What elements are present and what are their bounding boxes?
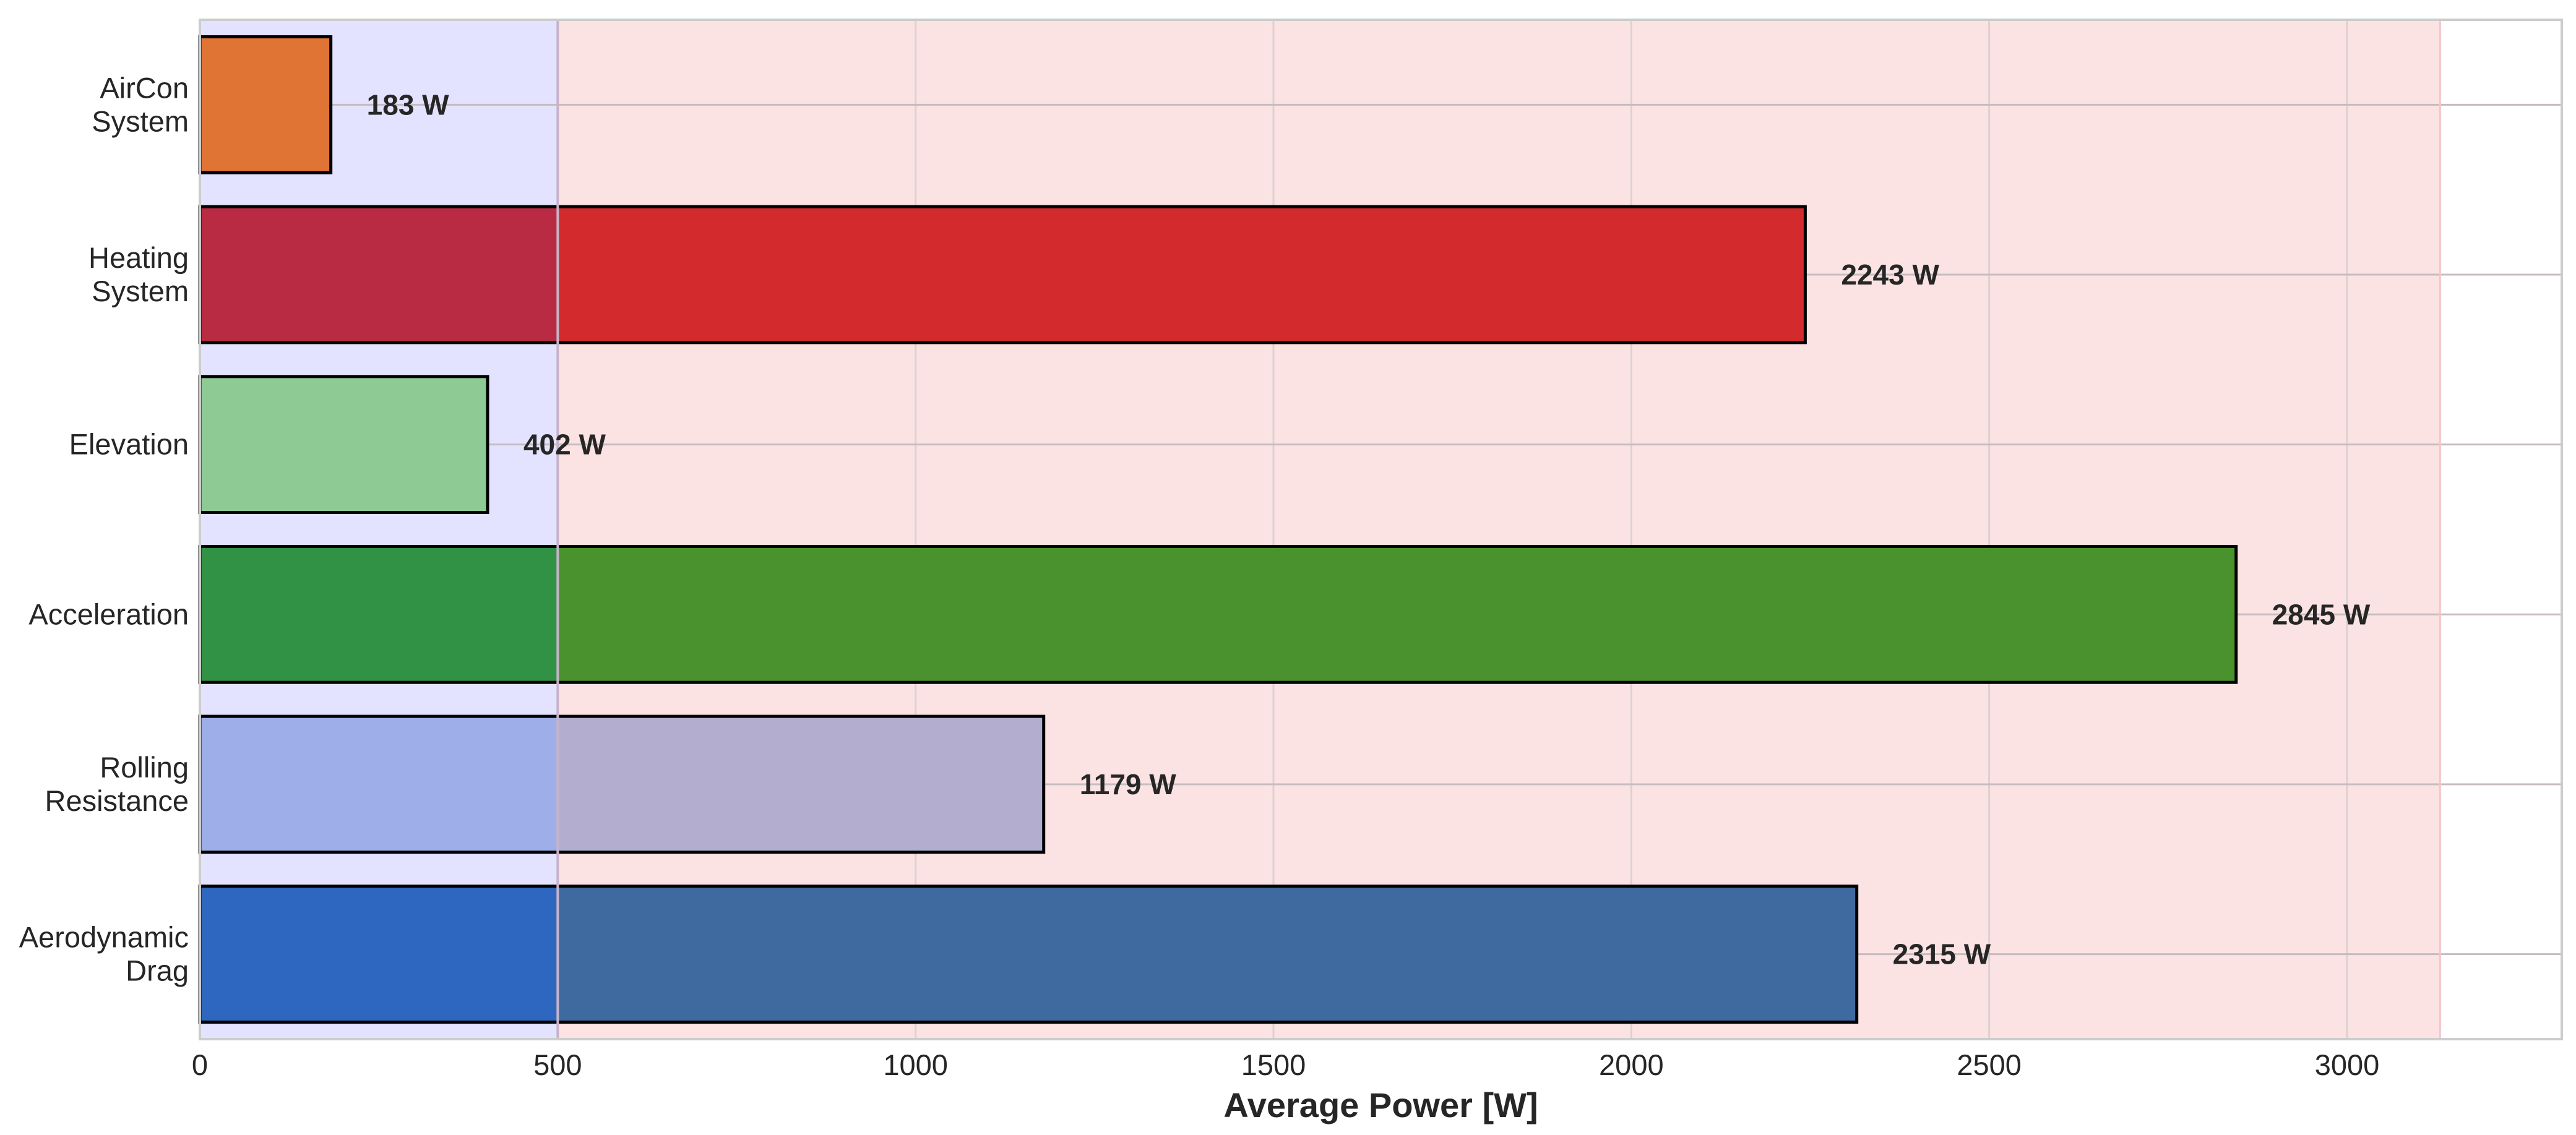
x-tick-labels: 0 500 1000 1500 2000 2500 3000 — [192, 1048, 2379, 1081]
x-tick-label: 2000 — [1599, 1048, 1664, 1081]
y-tick-label-line: Drag — [126, 954, 189, 987]
plot-frame — [199, 19, 2563, 1040]
bar-region-segment — [200, 376, 488, 513]
value-label: 2315 W — [1893, 938, 1991, 970]
x-tick-label: 500 — [533, 1048, 582, 1081]
y-tick-label: AirCon System — [92, 71, 189, 137]
plot-border — [199, 19, 2563, 1040]
y-tick-label-line: Acceleration — [28, 597, 189, 630]
bar-region-segment — [200, 546, 558, 683]
region-overlays — [556, 20, 2441, 1039]
bar-region-segment — [200, 886, 558, 1022]
y-tick-label-line: System — [92, 105, 189, 137]
value-label: 1179 W — [1080, 768, 1177, 800]
y-tick-label-line: Heating — [88, 241, 189, 274]
x-tick-label: 1500 — [1241, 1048, 1306, 1081]
value-label: 2243 W — [1841, 259, 1939, 291]
y-tick-label: Aerodynamic Drag — [19, 921, 189, 987]
x-tick-label: 3000 — [2315, 1048, 2380, 1081]
shaded-region-1 — [558, 20, 2440, 1039]
value-label: 183 W — [367, 88, 450, 121]
y-tick-label-line: Aerodynamic — [19, 921, 189, 954]
y-tick-label-line: AirCon — [100, 71, 189, 104]
bar-region-segment — [200, 207, 558, 343]
y-tick-label-line: Elevation — [69, 428, 189, 461]
x-tick-label: 2500 — [1957, 1048, 2022, 1081]
x-axis-label: Average Power [W] — [1223, 1086, 1538, 1124]
bar-region-segment — [200, 716, 558, 852]
y-tick-label: Elevation — [69, 428, 189, 461]
y-tick-label-line: Rolling — [100, 751, 189, 784]
x-tick-label: 1000 — [883, 1048, 948, 1081]
y-tick-label: Heating System — [88, 241, 189, 307]
y-tick-labels: Aerodynamic Drag Rolling Resistance Accelera… — [19, 71, 189, 987]
y-tick-label-line: Resistance — [45, 784, 189, 817]
shaded-region-0 — [200, 20, 558, 1039]
y-tick-label: Acceleration — [28, 597, 189, 630]
value-labels: 2315 W 1179 W 2845 W 402 W 2243 W 183 W — [367, 88, 2371, 970]
bar-region-segment — [200, 36, 331, 173]
y-tick-label: Rolling Resistance — [45, 751, 189, 817]
value-label: 2845 W — [2272, 598, 2371, 630]
value-label: 402 W — [523, 429, 606, 461]
shaded-regions — [200, 20, 2440, 1039]
y-tick-label-line: System — [92, 275, 189, 307]
x-tick-label: 0 — [192, 1048, 208, 1081]
bars — [198, 35, 2238, 1024]
